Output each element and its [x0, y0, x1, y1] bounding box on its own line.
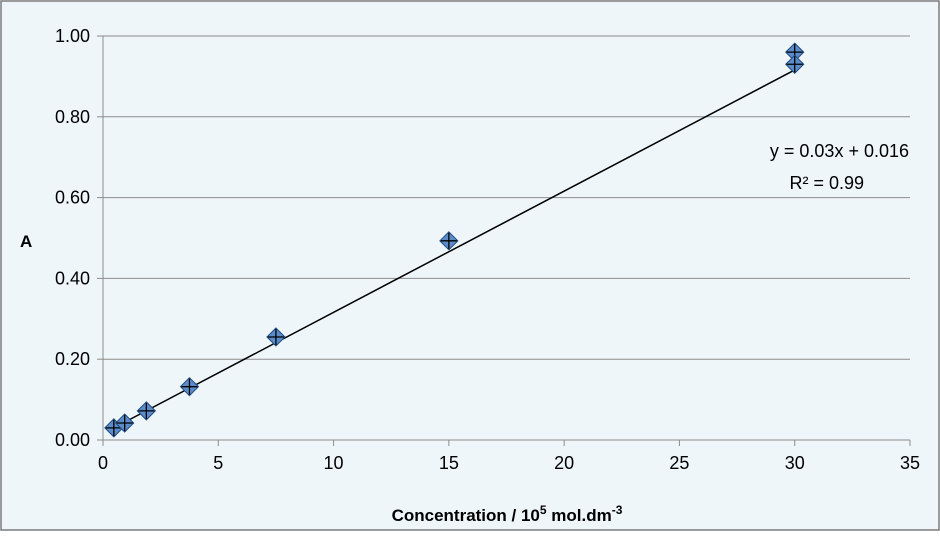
y-tick-label-5: 1.00 [55, 26, 90, 46]
data-points [104, 42, 805, 438]
trendline-group [113, 69, 796, 429]
y-tick-label-3: 0.60 [55, 188, 90, 208]
data-point-3 [179, 376, 200, 397]
x-axis-title-unit-exponent: -3 [612, 503, 623, 517]
x-axis-title-exponent: 5 [540, 503, 547, 517]
x-tick-label-6: 30 [785, 453, 805, 473]
x-tick-label-3: 15 [439, 453, 459, 473]
y-tick-label-2: 0.40 [55, 268, 90, 288]
x-axis-title-unit: mol.dm [547, 506, 612, 525]
x-tick-label-0: 0 [98, 453, 108, 473]
data-point-4 [266, 327, 286, 347]
y-tick-label-1: 0.20 [55, 349, 90, 369]
data-point-5 [439, 231, 459, 251]
x-tick-label-4: 20 [554, 453, 574, 473]
y-axis-title: A [20, 232, 32, 251]
trendline-equation: y = 0.03x + 0.016 [770, 141, 909, 161]
x-axis-title: Concentration / 105 mol.dm-3 [392, 503, 623, 525]
x-tick-label-7: 35 [900, 453, 920, 473]
x-tick-label-1: 5 [213, 453, 223, 473]
trendline-r-squared: R² = 0.99 [789, 173, 864, 193]
gridlines [97, 35, 911, 446]
trendline [113, 69, 796, 429]
x-tick-label-5: 25 [669, 453, 689, 473]
tick-labels: 0 5 10 15 20 25 30 35 0.00 0.20 0.40 0.60 0.80 1.00 [55, 26, 920, 473]
x-axis-title-prefix: Concentration / 10 [392, 506, 540, 525]
y-tick-label-0: 0.00 [55, 430, 90, 450]
y-tick-label-4: 0.80 [55, 107, 90, 127]
data-point-1 [114, 413, 135, 433]
data-point-7 [785, 54, 805, 74]
data-point-2 [136, 401, 157, 421]
x-tick-label-2: 10 [324, 453, 344, 473]
